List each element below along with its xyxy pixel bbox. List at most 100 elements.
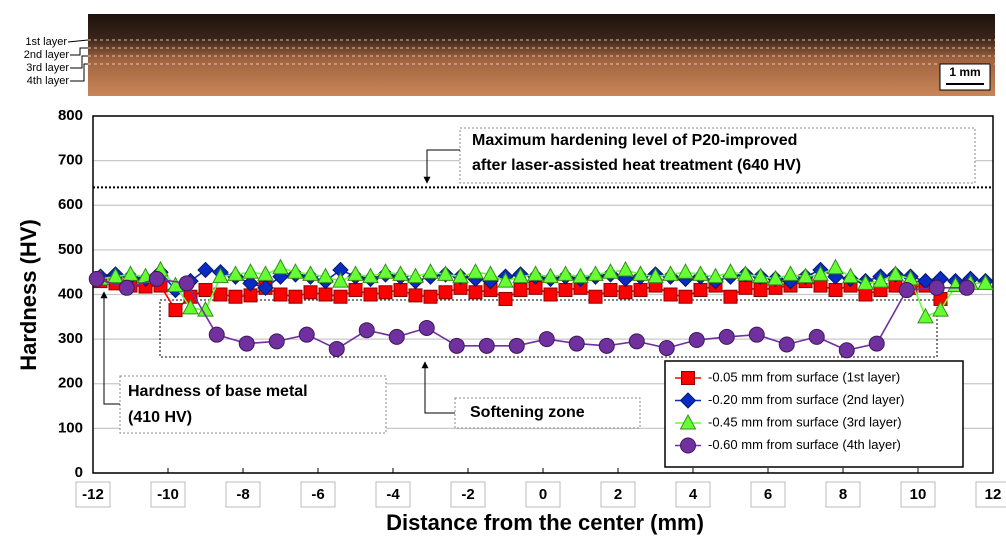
x-tick-label: 2 — [614, 486, 622, 503]
marker — [783, 266, 798, 280]
series-group — [89, 260, 993, 358]
x-tick-label: 4 — [689, 486, 698, 503]
x-tick-label: -6 — [311, 486, 324, 503]
y-tick-label: 100 — [58, 419, 83, 436]
marker — [348, 266, 363, 280]
marker — [629, 334, 644, 349]
y-tick-label: 500 — [58, 241, 83, 258]
legend-label: -0.45 mm from surface (3rd layer) — [708, 414, 902, 429]
marker — [329, 341, 344, 356]
marker — [843, 269, 858, 283]
marker — [681, 438, 696, 453]
marker — [659, 341, 674, 356]
annotation-arrow — [425, 362, 455, 413]
x-tick-label: 0 — [539, 486, 547, 503]
marker — [209, 327, 224, 342]
marker — [754, 284, 767, 297]
marker — [274, 288, 287, 301]
marker — [389, 329, 404, 344]
marker — [214, 288, 227, 301]
marker — [449, 338, 464, 353]
marker — [239, 336, 254, 351]
layer-label: 4th layer — [27, 75, 70, 87]
layer-label: 3rd layer — [26, 62, 69, 74]
x-tick-label: -8 — [236, 486, 249, 503]
marker — [89, 271, 104, 286]
marker — [304, 286, 317, 299]
marker — [179, 276, 194, 291]
annotation: (410 HV) — [128, 409, 192, 426]
x-tick-label: 10 — [910, 486, 927, 503]
marker — [689, 333, 704, 348]
marker — [119, 280, 134, 295]
marker — [739, 281, 752, 294]
marker — [779, 337, 794, 352]
x-tick-label: -10 — [157, 486, 179, 503]
marker — [749, 327, 764, 342]
marker — [634, 284, 647, 297]
marker — [514, 284, 527, 297]
y-tick-label: 600 — [58, 196, 83, 213]
marker — [334, 290, 347, 303]
marker — [558, 266, 573, 280]
legend-label: -0.20 mm from surface (2nd layer) — [708, 392, 905, 407]
y-tick-label: 700 — [58, 152, 83, 169]
marker — [149, 271, 164, 286]
y-tick-label: 400 — [58, 285, 83, 302]
marker — [409, 289, 422, 302]
layer-label: 1st layer — [25, 36, 67, 48]
marker — [379, 286, 392, 299]
marker — [479, 338, 494, 353]
marker — [899, 283, 914, 298]
marker — [814, 279, 827, 292]
legend-label: -0.05 mm from surface (1st layer) — [708, 369, 900, 384]
marker — [682, 372, 695, 385]
x-tick-label: -2 — [461, 486, 474, 503]
annotation: Maximum hardening level of P20-improved — [472, 132, 797, 149]
marker — [724, 290, 737, 303]
marker — [809, 329, 824, 344]
layer-label: 2nd layer — [24, 49, 70, 61]
y-tick-label: 200 — [58, 375, 83, 392]
marker — [528, 266, 543, 280]
marker — [544, 288, 557, 301]
marker — [319, 288, 332, 301]
annotation: after laser-assisted heat treatment (640… — [472, 157, 801, 174]
marker — [359, 323, 374, 338]
annotation-arrow — [427, 150, 460, 183]
marker — [469, 286, 482, 299]
marker — [394, 284, 407, 297]
legend: -0.05 mm from surface (1st layer) -0.20 m… — [665, 361, 963, 467]
marker — [198, 262, 213, 277]
x-tick-label: 6 — [764, 486, 772, 503]
marker — [828, 260, 843, 274]
layer-labels: 1st layer 2nd layer 3rd layer 4th layer — [24, 36, 70, 87]
marker — [289, 290, 302, 303]
marker — [539, 332, 554, 347]
marker — [229, 290, 242, 303]
marker — [859, 288, 872, 301]
marker — [589, 290, 602, 303]
annotation-arrow — [104, 292, 120, 404]
y-tick-label: 800 — [58, 107, 83, 124]
marker — [664, 288, 677, 301]
marker — [869, 336, 884, 351]
y-axis-title: Hardness (HV) — [16, 219, 41, 371]
y-tick-label: 0 — [75, 464, 83, 481]
x-axis-title: Distance from the center (mm) — [386, 510, 704, 535]
x-tick-label: 8 — [839, 486, 847, 503]
marker — [839, 343, 854, 358]
marker — [569, 336, 584, 351]
marker — [299, 327, 314, 342]
marker — [423, 264, 438, 278]
marker — [273, 260, 288, 274]
marker — [419, 320, 434, 335]
marker — [679, 290, 692, 303]
marker — [618, 262, 633, 276]
marker — [604, 284, 617, 297]
chart: 1st layer 2nd layer 3rd layer 4th layer … — [0, 0, 1006, 542]
marker — [364, 288, 377, 301]
page: 1st layer 2nd layer 3rd layer 4th layer … — [0, 0, 1006, 547]
x-tick-label: -4 — [386, 486, 400, 503]
annotation: Hardness of base metal — [128, 383, 308, 400]
